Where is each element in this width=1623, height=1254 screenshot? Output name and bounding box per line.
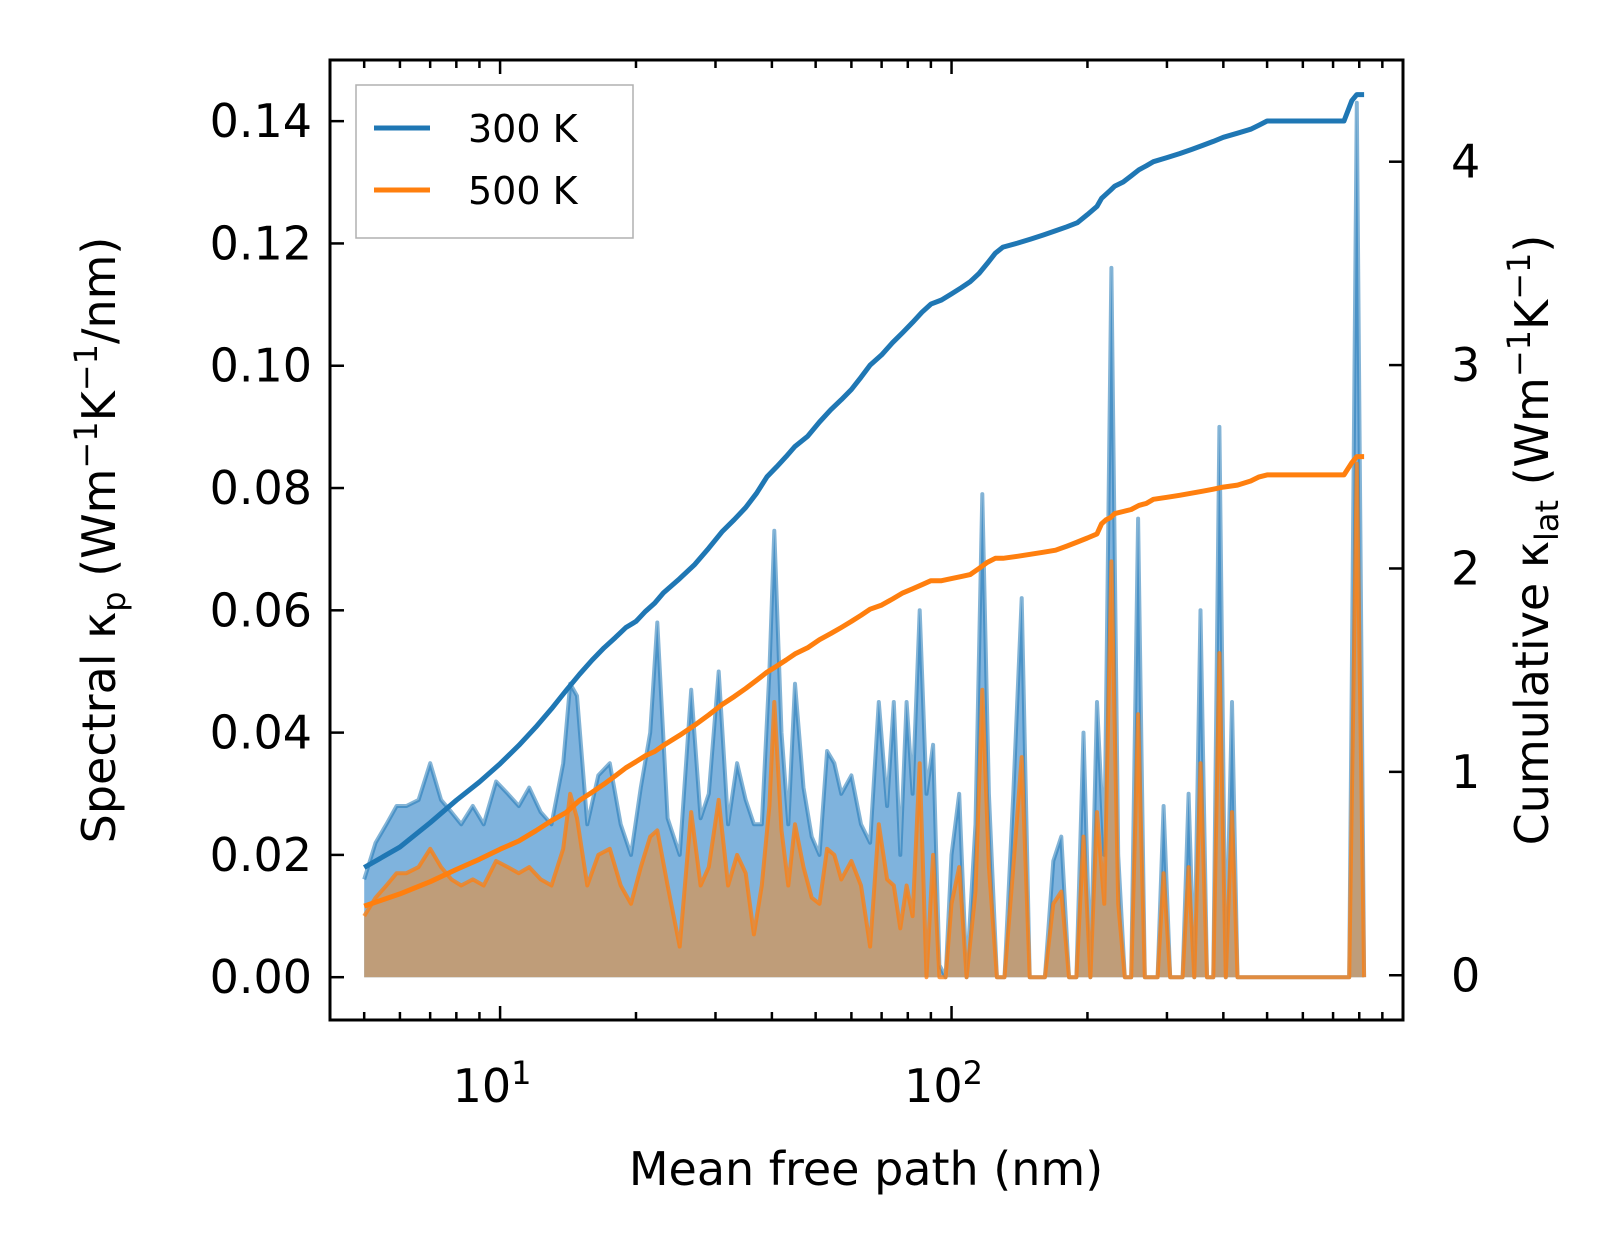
- y-right-tick-label: 1: [1451, 745, 1480, 799]
- x-axis-label: Mean free path (nm): [629, 1142, 1103, 1196]
- y-left-tick-label: 0.08: [210, 461, 312, 515]
- legend-box: [355, 84, 634, 239]
- y-right-label-base: Cumulative κ: [1505, 541, 1559, 845]
- y-left-label-units-prefix: (Wm: [72, 469, 126, 592]
- y-right-label-sup1: −1: [1500, 330, 1538, 377]
- y-left-label-units-suffix: /nm): [72, 237, 126, 344]
- spectral-area-500k: [364, 463, 1365, 978]
- y-right-label-sup2: −1: [1500, 253, 1538, 300]
- y-right-tick-label: 3: [1451, 338, 1480, 392]
- y-left-tick-label: 0.06: [210, 583, 312, 637]
- y-left-label-sup1: −1: [67, 421, 105, 468]
- y-left-label-base: Spectral κ: [72, 612, 126, 844]
- x-tick-label: 101: [453, 1054, 532, 1113]
- y-right-label-sub: lat: [1528, 500, 1566, 541]
- x-tick-label: 102: [904, 1054, 983, 1113]
- legend: 300 K 500 K: [355, 84, 634, 239]
- y-left-label-sup2: −1: [67, 344, 105, 391]
- y-left-axis-label: Spectral κp (Wm−1K−1/nm): [67, 237, 133, 844]
- y-right-label-units-mid: K: [1505, 298, 1559, 330]
- chart-lines: [362, 92, 1365, 909]
- legend-label-300k: 300 K: [468, 107, 579, 151]
- cumulative-line-300k: [362, 92, 1365, 870]
- y-right-tick-label: 2: [1451, 541, 1480, 595]
- plot-frame: [328, 58, 1405, 1022]
- y-left-tick-label: 0.10: [210, 339, 312, 393]
- y-right-label-units-prefix: (Wm: [1505, 377, 1559, 500]
- tick-labels: 101 102 0.00 0.02 0.04 0.06 0.08 0.10 0.12 0.14 0 1…: [210, 94, 1481, 1113]
- y-right-tick-label: 4: [1451, 135, 1480, 189]
- cumulative-line-500k: [363, 454, 1365, 909]
- y-left-tick-label: 0.00: [210, 950, 312, 1004]
- legend-label-500k: 500 K: [468, 169, 579, 213]
- y-left-tick-label: 0.02: [210, 828, 312, 882]
- y-right-tick-label: 0: [1451, 948, 1480, 1002]
- y-left-tick-label: 0.04: [210, 706, 312, 760]
- y-right-axis-label: Cumulative κlat (Wm−1K−1): [1500, 235, 1566, 846]
- y-right-label-units-suffix: ): [1505, 235, 1559, 253]
- y-left-tick-label: 0.14: [210, 94, 312, 148]
- y-left-label-units-mid: K: [72, 389, 126, 421]
- y-left-tick-label: 0.12: [210, 216, 312, 270]
- y-left-label-sub: p: [95, 591, 133, 611]
